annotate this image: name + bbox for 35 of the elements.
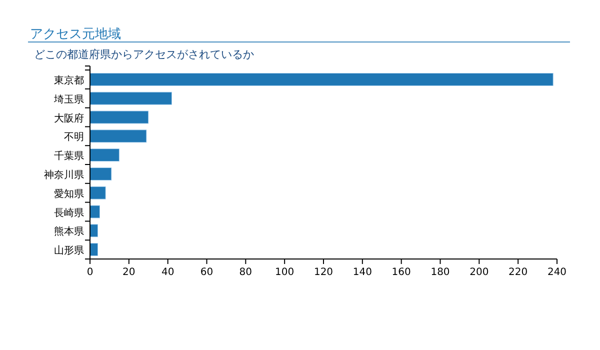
bar xyxy=(90,167,112,180)
y-tick-label: 長崎県 xyxy=(54,206,84,219)
y-tick-label: 愛知県 xyxy=(54,188,84,200)
bar xyxy=(90,72,554,86)
chart-title: アクセス元地域 xyxy=(30,27,121,42)
bar xyxy=(90,186,106,200)
bar xyxy=(90,224,98,238)
y-tick-label: 山形県 xyxy=(54,244,84,257)
bar xyxy=(90,148,120,162)
chart-subtitle: どこの都道府県からアクセスがされているか xyxy=(34,48,254,61)
x-tick-label: 100 xyxy=(275,267,294,278)
x-tick-label: 200 xyxy=(470,267,489,278)
x-tick-label: 160 xyxy=(392,267,411,278)
x-tick-label: 120 xyxy=(314,267,334,278)
bar xyxy=(90,110,149,124)
x-tick-label: 240 xyxy=(547,267,567,278)
bar xyxy=(90,205,100,218)
y-tick-label: 不明 xyxy=(64,132,84,144)
y-tick-label: 埼玉県 xyxy=(53,93,84,106)
x-tick-label: 20 xyxy=(122,267,136,278)
x-tick-label: 40 xyxy=(161,267,174,278)
bar xyxy=(90,243,98,256)
y-tick-label: 千葉県 xyxy=(54,150,84,162)
y-tick-label: 大阪府 xyxy=(54,112,84,124)
x-tick-label: 220 xyxy=(508,267,528,278)
x-tick-label: 180 xyxy=(430,267,450,278)
y-tick-label: 神奈川県 xyxy=(44,168,84,181)
x-tick-label: 80 xyxy=(239,267,252,278)
y-tick-label: 東京都 xyxy=(54,74,84,86)
x-tick-label: 140 xyxy=(352,267,372,278)
x-tick-label: 0 xyxy=(86,267,94,278)
y-tick-label: 熊本県 xyxy=(54,226,84,238)
x-tick-label: 60 xyxy=(200,267,214,278)
bar xyxy=(90,130,147,143)
bar xyxy=(90,92,172,105)
